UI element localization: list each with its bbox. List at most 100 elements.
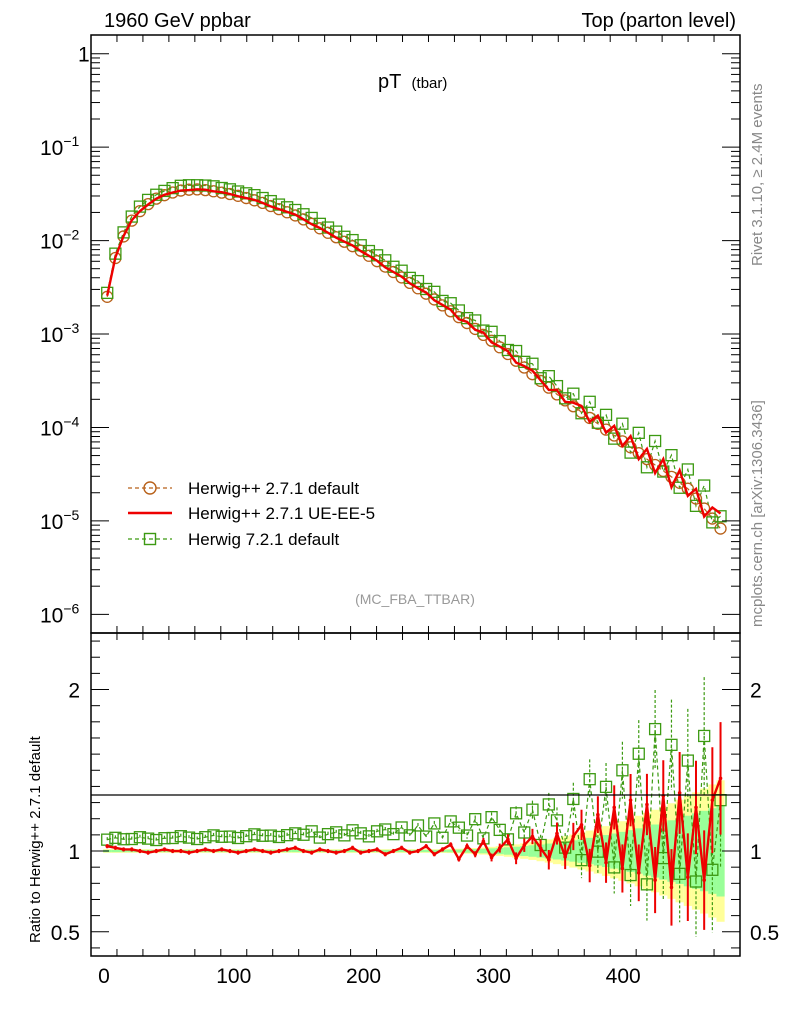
ratio-point-herwigpp-ueee5 [383, 852, 388, 857]
x-tick-label: 100 [216, 965, 251, 988]
main-point-herwig7 [616, 417, 629, 430]
ratio-point-herwig7 [518, 826, 531, 839]
ratio-point-herwigpp-ueee5 [497, 846, 502, 850]
ratio-point-herwigpp-ueee5 [211, 849, 216, 853]
ratio-point-herwigpp-ueee5 [604, 860, 608, 865]
ratio-point-herwigpp-ueee5 [596, 812, 600, 817]
ratio-point-herwig7 [509, 807, 523, 820]
legend-label-herwig7-default: Herwig 7.2.1 default [188, 530, 339, 549]
x-tick-label: 400 [606, 965, 641, 988]
ratio-point-herwigpp-ueee5 [448, 842, 453, 847]
main-point-herwig7 [599, 408, 613, 422]
header-left: 1960 GeV ppbar [104, 10, 251, 32]
band-green-bin [569, 840, 578, 862]
ratio-y-axis-label: Ratio to Herwig++ 2.7.1 default [27, 735, 44, 943]
band-green-bin [610, 833, 619, 869]
ratio-point-herwigpp-ueee5 [416, 849, 420, 853]
ratio-point-herwig7 [583, 773, 596, 786]
ratio-point-herwig7 [166, 831, 179, 845]
main-point-herwigpp-default [567, 400, 580, 413]
band-green-bin [528, 845, 537, 857]
plot-title-sub: (tbar) [412, 75, 448, 92]
plot-title: pT (tbar) [378, 71, 447, 93]
ratio-point-herwigpp-ueee5 [473, 852, 478, 857]
analysis-watermark: (MC_FBA_TTBAR) [355, 591, 475, 607]
main-point-herwig7 [714, 510, 727, 523]
y-tick-label-main: 10−5 [40, 507, 80, 534]
main-point-herwig7 [509, 344, 523, 358]
ratio-point-herwig7 [436, 831, 449, 844]
header-right: Top (parton level) [581, 10, 736, 32]
ratio-point-herwigpp-ueee5 [252, 847, 257, 852]
ratio-point-herwig7 [567, 792, 580, 806]
ratio-point-herwigpp-ueee5 [228, 849, 232, 853]
ratio-point-herwig7 [387, 827, 400, 841]
ratio-point-herwig7 [182, 831, 196, 844]
plot-title-main: pT [378, 71, 401, 93]
ratio-point-herwig7 [608, 861, 621, 874]
ratio-point-herwigpp-ueee5 [530, 834, 535, 839]
ratio-point-herwig7 [428, 817, 441, 830]
ratio-point-herwigpp-ueee5 [391, 849, 396, 853]
main-point-herwigpp-default [640, 452, 654, 466]
ratio-point-herwigpp-ueee5 [170, 849, 175, 853]
band-green-bin [552, 842, 562, 860]
ratio-point-herwig7 [264, 829, 277, 842]
axes-ticks: 0 100 200 300 400 1 10−1 10−2 10−3 10−4 10−5 10−6 2 2… [40, 35, 779, 988]
y-tick-label-ratio-left: 1 [68, 841, 80, 864]
main-point-herwig7 [657, 465, 670, 478]
ratio-point-herwig7 [321, 827, 335, 841]
main-point-herwigpp-default [599, 423, 613, 436]
ratio-point-herwigpp-ueee5 [579, 823, 584, 827]
ratio-point-herwigpp-ueee5 [457, 857, 461, 861]
band-green-bin [397, 849, 406, 853]
band-green-bin [462, 849, 472, 853]
ratio-point-herwigpp-ueee5 [277, 849, 281, 853]
ratio-point-herwigpp-ueee5 [146, 850, 150, 855]
y-tick-label-ratio-right: 2 [750, 680, 762, 703]
main-point-herwigpp-default [550, 388, 564, 401]
ratio-point-herwigpp-ueee5 [318, 847, 322, 852]
ratio-point-herwigpp-ueee5 [179, 849, 183, 853]
main-point-herwig7 [469, 314, 482, 327]
ratio-point-herwigpp-ueee5 [636, 871, 641, 875]
ratio-point-herwig7 [616, 764, 629, 777]
main-point-herwig7 [411, 274, 425, 288]
ratio-point-herwig7 [305, 825, 318, 838]
ratio-point-herwig7 [575, 853, 588, 867]
ratio-point-herwig7 [125, 832, 138, 846]
y-tick-label-ratio-right: 1 [750, 841, 762, 864]
ratio-point-herwig7 [542, 798, 555, 811]
ratio-point-herwigpp-ueee5 [129, 847, 134, 852]
ratio-point-herwigpp-ueee5 [399, 845, 404, 850]
ratio-point-herwig7 [469, 813, 482, 826]
ratio-point-herwigpp-ueee5 [326, 849, 330, 853]
ratio-series-herwigpp-ueee5-line [106, 777, 722, 888]
ratio-point-herwigpp-ueee5 [236, 850, 240, 855]
legend-entry-herwigpp-default: Herwig++ 2.7.1 default [128, 479, 359, 498]
main-series-herwigpp-default-line [106, 188, 721, 529]
main-point-herwig7 [632, 426, 645, 440]
ratio-point-herwigpp-ueee5 [105, 844, 110, 848]
y-tick-label-ratio-left: 0.5 [51, 922, 80, 945]
main-series-herwigpp-ueee5-line [106, 188, 722, 520]
ratio-point-herwigpp-ueee5 [407, 850, 412, 855]
ratio-point-herwig7 [346, 824, 359, 837]
ratio-series-herwig7-line [107, 729, 722, 885]
ratio-point-herwigpp-ueee5 [154, 849, 159, 853]
main-point-herwig7 [379, 254, 392, 267]
ratio-point-herwig7 [354, 827, 367, 840]
ratio-point-herwig7 [215, 830, 228, 843]
ratio-point-herwigpp-ueee5 [424, 844, 428, 848]
main-point-herwigpp-default [428, 293, 441, 306]
band-green-bin [446, 849, 455, 853]
main-point-herwig7 [567, 387, 580, 400]
ratio-point-herwigpp-ueee5 [162, 847, 167, 852]
ratio-point-herwig7 [681, 754, 694, 767]
ratio-point-herwig7 [403, 829, 416, 842]
ratio-point-herwigpp-ueee5 [309, 850, 314, 855]
legend-label-herwigpp-default: Herwig++ 2.7.1 default [188, 479, 359, 498]
x-tick-label: 0 [98, 965, 110, 988]
ratio-point-herwig7 [648, 722, 662, 736]
ratio-point-herwigpp-ueee5 [645, 802, 649, 807]
